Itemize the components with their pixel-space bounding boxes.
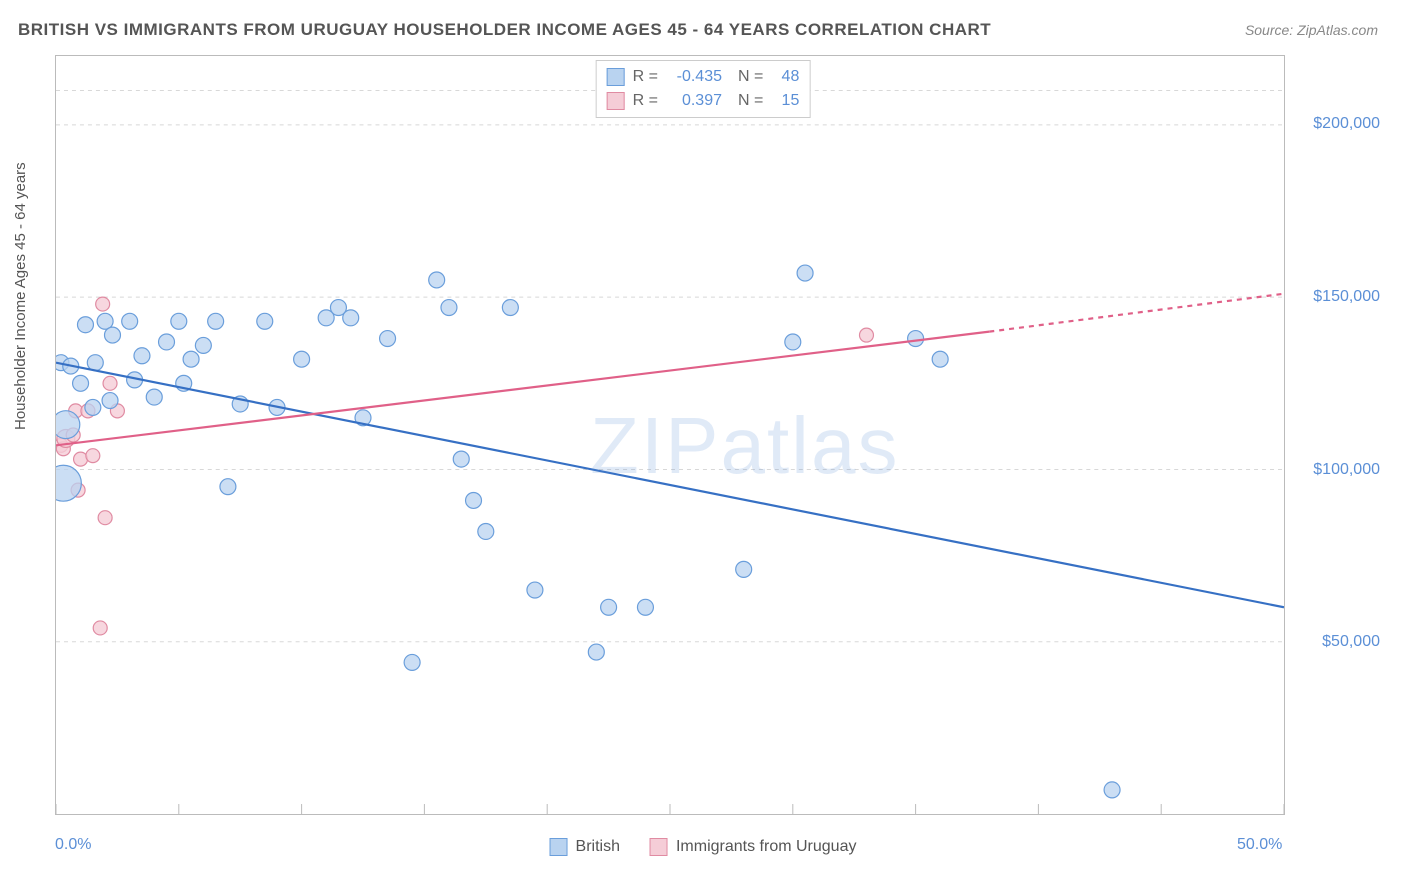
legend-n-label: N =: [738, 89, 763, 113]
y-tick-label: $100,000: [1313, 461, 1380, 479]
legend-swatch-icon: [607, 92, 625, 110]
legend-n-label: N =: [738, 65, 763, 89]
y-tick-label: $150,000: [1313, 288, 1380, 306]
legend-label: Immigrants from Uruguay: [676, 838, 857, 856]
source-attribution: Source: ZipAtlas.com: [1245, 22, 1378, 38]
correlation-legend: R = -0.435 N = 48 R = 0.397 N = 15: [596, 60, 811, 118]
legend-swatch-icon: [607, 68, 625, 86]
legend-item-uruguay: Immigrants from Uruguay: [650, 838, 857, 856]
x-tick-label: 50.0%: [1237, 836, 1282, 854]
legend-n-value: 15: [771, 89, 799, 113]
legend-r-value: 0.397: [666, 89, 722, 113]
chart-container: [55, 55, 1285, 815]
legend-item-british: British: [550, 838, 620, 856]
legend-row-uruguay: R = 0.397 N = 15: [607, 89, 800, 113]
y-axis-label: Householder Income Ages 45 - 64 years: [12, 162, 29, 430]
series-legend: British Immigrants from Uruguay: [544, 838, 863, 856]
legend-label: British: [576, 838, 620, 856]
chart-title: BRITISH VS IMMIGRANTS FROM URUGUAY HOUSE…: [18, 20, 991, 40]
legend-row-british: R = -0.435 N = 48: [607, 65, 800, 89]
legend-r-label: R =: [633, 65, 658, 89]
legend-swatch-icon: [650, 838, 668, 856]
y-tick-label: $50,000: [1322, 633, 1380, 651]
x-tick-label: 0.0%: [55, 836, 91, 854]
scatter-plot: [56, 56, 1284, 814]
y-tick-label: $200,000: [1313, 115, 1380, 133]
legend-r-value: -0.435: [666, 65, 722, 89]
legend-r-label: R =: [633, 89, 658, 113]
legend-swatch-icon: [550, 838, 568, 856]
legend-n-value: 48: [771, 65, 799, 89]
